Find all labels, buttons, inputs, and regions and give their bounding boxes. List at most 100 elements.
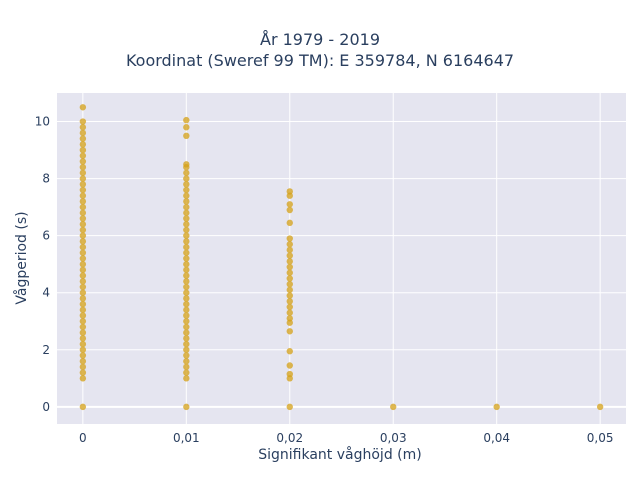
data-point	[79, 318, 87, 325]
data-point	[183, 295, 190, 302]
data-point	[79, 163, 87, 171]
data-point	[79, 329, 87, 336]
data-point	[183, 249, 190, 256]
data-point	[183, 203, 190, 211]
data-point	[286, 241, 293, 248]
data-point	[493, 403, 500, 411]
data-point	[79, 289, 87, 296]
x-axis-title: Signifikant våghöjd (m)	[258, 447, 422, 463]
data-point	[286, 252, 293, 259]
data-point	[183, 283, 190, 291]
data-point	[183, 221, 190, 228]
y-axis-title: Vågperiod (s)	[14, 211, 30, 305]
data-point	[79, 255, 87, 262]
y-tick-label: 2	[42, 343, 50, 357]
data-point	[183, 181, 190, 188]
data-point	[79, 375, 87, 382]
x-axis-ticks: 0 0,01 0,02 0,03 0,04 0,05	[79, 431, 613, 445]
data-point	[286, 292, 293, 299]
data-point	[79, 335, 87, 342]
data-point	[286, 219, 293, 227]
data-point	[79, 312, 87, 319]
data-point	[183, 261, 190, 268]
data-point	[79, 124, 87, 131]
data-point	[183, 198, 190, 205]
data-point	[79, 232, 87, 239]
data-point	[286, 298, 293, 305]
data-point	[79, 352, 87, 359]
data-point	[79, 278, 87, 285]
data-point	[79, 249, 87, 256]
data-point	[183, 124, 190, 131]
data-point	[79, 192, 87, 199]
data-point	[183, 358, 190, 365]
data-point	[183, 375, 190, 382]
data-point	[596, 403, 604, 411]
data-point	[286, 206, 293, 214]
data-point	[183, 340, 190, 348]
data-point	[183, 335, 190, 342]
data-point	[286, 309, 293, 316]
y-tick-label: 0	[42, 400, 50, 414]
data-point	[183, 186, 190, 194]
scatter-markers	[79, 104, 604, 411]
data-point	[286, 235, 293, 242]
data-point	[79, 340, 87, 348]
data-point	[183, 116, 190, 124]
data-point	[286, 348, 293, 355]
x-tick-label: 0,01	[173, 431, 200, 445]
data-point	[79, 135, 87, 142]
data-point	[79, 323, 87, 331]
plot-background	[57, 93, 626, 424]
data-point	[79, 306, 87, 314]
data-point	[183, 363, 190, 371]
data-point	[79, 261, 87, 268]
data-point	[183, 175, 190, 182]
data-point	[183, 266, 190, 274]
data-point	[183, 329, 190, 336]
data-point	[79, 363, 87, 371]
data-point	[390, 403, 397, 411]
data-point	[286, 246, 293, 254]
data-point	[79, 226, 87, 234]
x-tick-label: 0,02	[276, 431, 303, 445]
data-point	[79, 129, 87, 137]
data-point	[79, 215, 87, 222]
data-point	[183, 278, 190, 285]
data-point	[183, 209, 190, 217]
data-point	[286, 192, 293, 199]
data-point	[183, 318, 190, 325]
data-point	[79, 104, 87, 111]
y-axis-ticks: 0 2 4 6 8 10	[35, 115, 50, 414]
data-point	[183, 289, 190, 296]
data-point	[79, 169, 87, 177]
data-point	[183, 163, 190, 171]
data-point	[183, 243, 190, 251]
data-point	[286, 269, 293, 276]
data-point	[79, 266, 87, 274]
data-point	[79, 209, 87, 217]
data-point	[183, 192, 190, 199]
data-point	[286, 375, 293, 382]
data-point	[286, 280, 293, 288]
data-point	[183, 238, 190, 245]
data-point	[183, 300, 190, 308]
data-point	[286, 319, 293, 326]
chart-title-line-1: År 1979 - 2019	[260, 30, 380, 49]
chart-title-line-2: Koordinat (Sweref 99 TM): E 359784, N 61…	[125, 51, 515, 70]
data-point	[183, 312, 190, 319]
data-point	[286, 275, 293, 282]
data-point	[286, 201, 293, 208]
y-tick-label: 10	[35, 115, 50, 129]
data-point	[183, 132, 190, 140]
data-point	[79, 198, 87, 205]
data-point	[79, 141, 87, 148]
x-tick-label: 0,03	[380, 431, 407, 445]
data-point	[79, 272, 87, 279]
x-tick-label: 0	[79, 431, 87, 445]
data-point	[286, 303, 293, 311]
data-point	[183, 323, 190, 331]
data-point	[79, 221, 87, 228]
data-point	[183, 352, 190, 359]
